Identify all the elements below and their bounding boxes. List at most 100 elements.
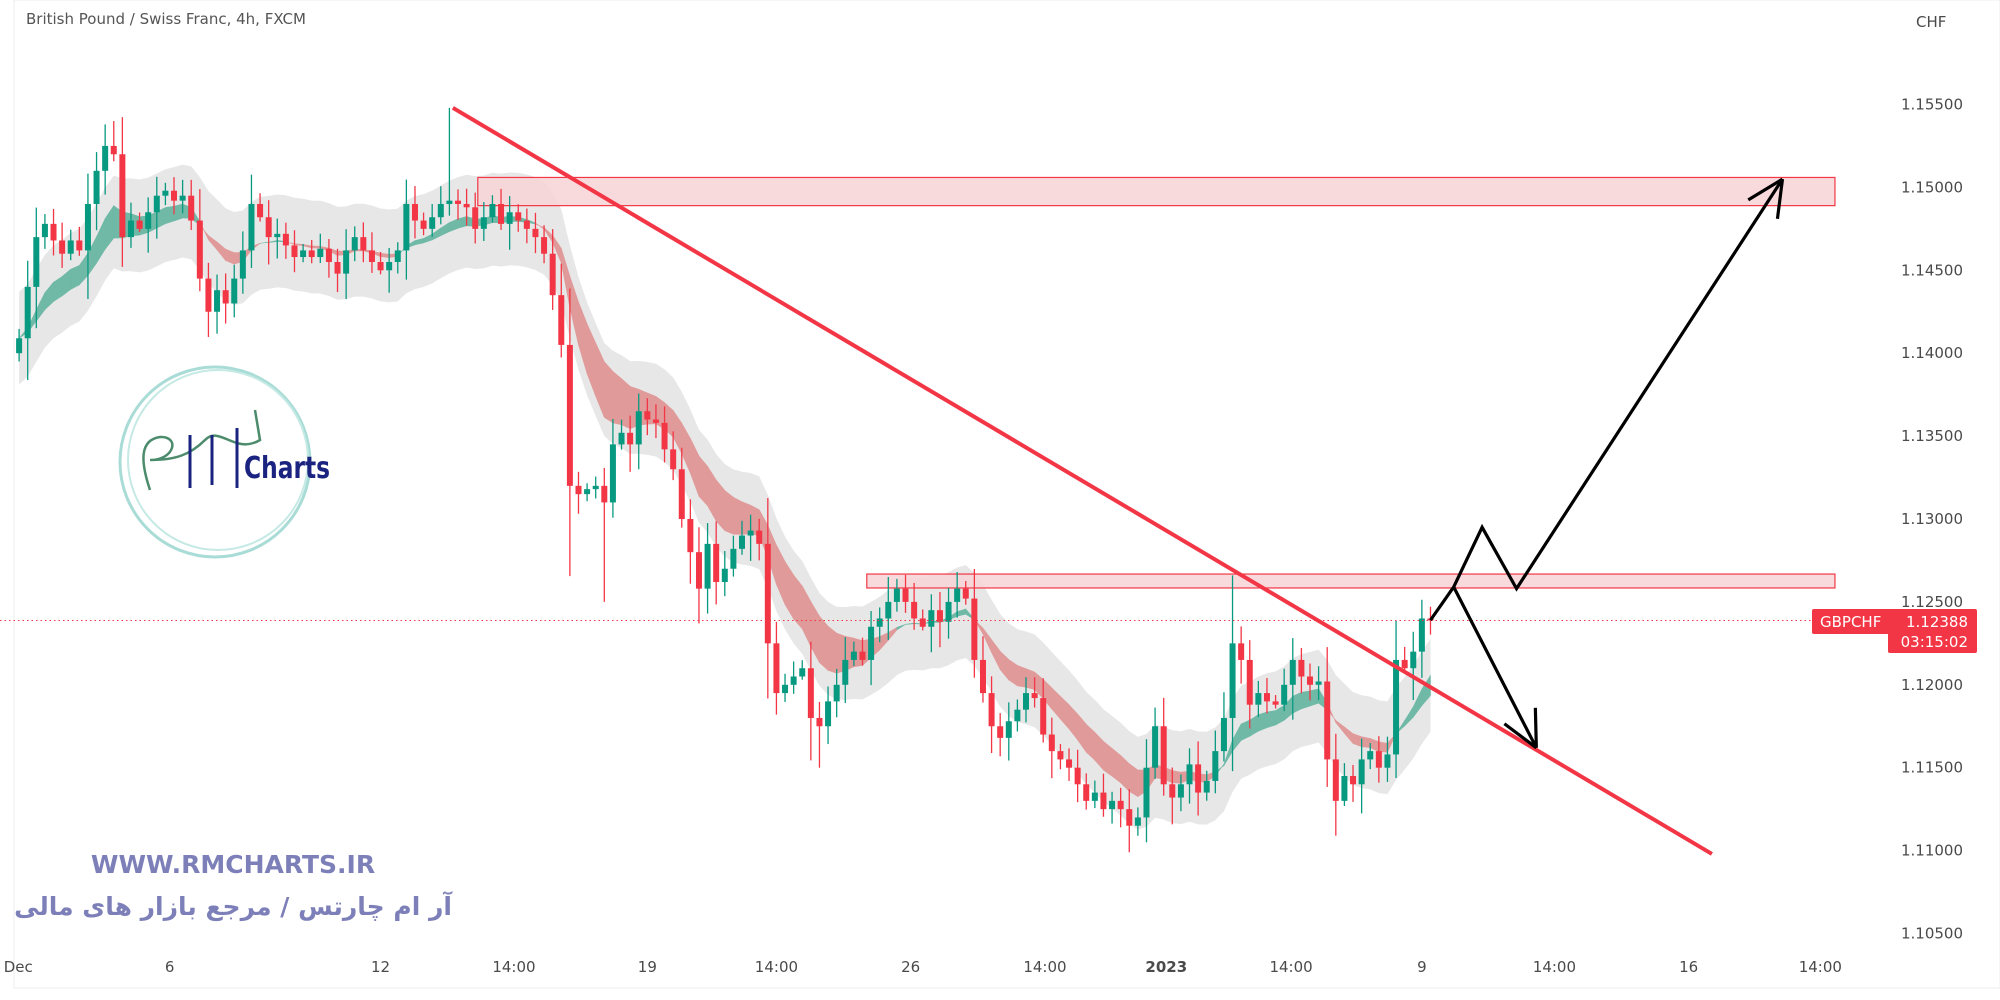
drawings[interactable] xyxy=(0,106,1812,856)
candle-body xyxy=(515,212,522,221)
candle xyxy=(205,262,212,337)
candle-body xyxy=(1212,751,1219,781)
candle xyxy=(1109,791,1116,824)
candle xyxy=(1307,663,1313,701)
candle xyxy=(747,514,754,561)
lower-resistance-zone[interactable] xyxy=(866,573,1836,589)
candle xyxy=(868,611,875,686)
candle-body xyxy=(1083,784,1090,801)
candle xyxy=(1014,699,1021,732)
candle xyxy=(145,197,152,253)
time-tick-label: 14:00 xyxy=(755,958,798,976)
candle xyxy=(764,497,771,699)
price-tick-label: 1.10500 xyxy=(1901,925,1963,943)
time-tick-label: 2023 xyxy=(1145,958,1187,976)
candle-body xyxy=(704,543,711,589)
bullish-projection-arrow[interactable] xyxy=(1429,178,1784,622)
candle xyxy=(291,230,298,273)
candle xyxy=(919,609,926,631)
upper-resistance-zone[interactable] xyxy=(477,176,1836,207)
candle xyxy=(222,273,229,324)
candle-body xyxy=(446,200,453,204)
price-tick-label: 1.15500 xyxy=(1901,96,1963,114)
candle xyxy=(119,117,126,267)
bearish-projection-arrow[interactable] xyxy=(1452,586,1538,749)
candle xyxy=(558,263,565,358)
candle xyxy=(652,404,659,439)
candle xyxy=(1203,770,1210,801)
candle xyxy=(1324,647,1331,787)
candle-body xyxy=(859,651,866,660)
candle-body xyxy=(1332,759,1339,801)
candle-body xyxy=(50,223,57,241)
candle-body xyxy=(971,598,978,660)
candle-body xyxy=(136,220,143,229)
candle xyxy=(1315,666,1322,701)
price-axis[interactable]: 1.15500 1.15000 1.14500 1.14000 1.13500 1.130… xyxy=(1901,96,1963,943)
candle-body xyxy=(498,203,505,224)
candle xyxy=(437,186,444,225)
price-label-bg xyxy=(1812,609,1977,634)
candle xyxy=(773,621,780,715)
candle-body xyxy=(343,250,350,274)
price-tick-label: 1.12500 xyxy=(1901,593,1963,611)
candle-body xyxy=(523,220,530,229)
candle-body xyxy=(1298,659,1305,677)
candle-body xyxy=(403,203,410,251)
candle-body xyxy=(119,154,126,238)
candle-body xyxy=(351,237,358,251)
candle xyxy=(84,173,91,299)
candle xyxy=(592,476,599,499)
candle-body xyxy=(257,203,264,218)
candle-body xyxy=(575,485,582,495)
candle xyxy=(670,431,677,481)
candle xyxy=(1057,744,1064,770)
candle-body xyxy=(1289,659,1296,685)
candle-body xyxy=(893,588,900,602)
candle xyxy=(1177,774,1184,812)
candle xyxy=(661,406,668,463)
candle-body xyxy=(411,203,418,221)
ma-ribbon-segment xyxy=(1301,690,1311,710)
candle xyxy=(1005,702,1012,761)
candle-body xyxy=(773,643,780,694)
candle-body xyxy=(16,338,23,354)
candle xyxy=(239,231,246,294)
candle-body xyxy=(730,548,737,569)
candle-body xyxy=(1220,717,1227,752)
candle xyxy=(386,247,393,293)
candle-body xyxy=(394,250,401,263)
candle xyxy=(1152,707,1159,779)
candle-body xyxy=(429,217,436,229)
candle-body xyxy=(1307,676,1313,685)
candle xyxy=(799,660,806,680)
symbol-label: GBPCHF xyxy=(1820,613,1881,631)
ma-ribbon-segment xyxy=(1017,664,1027,688)
supply-zones[interactable] xyxy=(477,176,1836,589)
last-price-label: GBPCHF 1.12388 03:15:02 xyxy=(1812,609,1977,653)
candle xyxy=(601,467,608,602)
candle-body xyxy=(936,610,943,622)
candle xyxy=(274,218,281,259)
candle-body xyxy=(377,262,384,271)
website-watermark: WWW.RMCHARTS.IR xyxy=(91,850,375,879)
candle xyxy=(1263,678,1270,714)
candle xyxy=(480,202,487,241)
candle-body xyxy=(997,726,1004,738)
logo-ring xyxy=(118,365,312,559)
candle xyxy=(876,607,883,643)
ma-ribbon-segment xyxy=(1025,668,1035,690)
ma-ribbon-segment xyxy=(1421,674,1431,707)
time-axis[interactable]: Dec 6 12 14:00 19 14:00 26 14:00 2023 14:00 9 14:00… xyxy=(4,958,1842,976)
candle-body xyxy=(1100,792,1107,810)
descending-trendline[interactable] xyxy=(451,106,1713,856)
candle-body xyxy=(954,588,961,602)
candle xyxy=(506,196,513,250)
candle-body xyxy=(1066,759,1073,768)
candle-body xyxy=(945,601,952,622)
candle-body xyxy=(1160,726,1167,785)
candle xyxy=(1418,599,1425,678)
candle-body xyxy=(171,190,178,201)
candle xyxy=(739,520,746,555)
